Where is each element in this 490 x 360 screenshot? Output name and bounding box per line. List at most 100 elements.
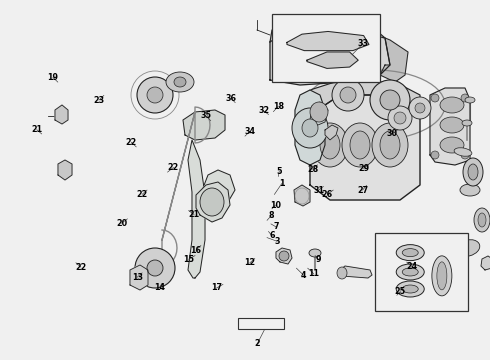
Text: 22: 22 xyxy=(168,163,179,172)
Ellipse shape xyxy=(465,97,475,103)
Polygon shape xyxy=(325,125,338,140)
Ellipse shape xyxy=(461,94,469,102)
Ellipse shape xyxy=(394,112,406,124)
Text: 1: 1 xyxy=(279,179,285,188)
Ellipse shape xyxy=(340,87,356,103)
Ellipse shape xyxy=(474,208,490,232)
Polygon shape xyxy=(340,266,372,278)
Bar xyxy=(375,233,468,311)
Ellipse shape xyxy=(337,267,347,279)
Ellipse shape xyxy=(380,90,400,110)
Polygon shape xyxy=(295,90,325,165)
Text: 13: 13 xyxy=(132,273,143,282)
Polygon shape xyxy=(294,185,310,206)
Text: 22: 22 xyxy=(137,190,147,199)
Text: 21: 21 xyxy=(31,125,42,134)
Text: 36: 36 xyxy=(226,94,237,103)
Polygon shape xyxy=(481,256,490,270)
Polygon shape xyxy=(287,31,369,51)
Ellipse shape xyxy=(302,119,318,137)
Bar xyxy=(238,318,284,329)
Polygon shape xyxy=(130,265,148,290)
Ellipse shape xyxy=(440,97,464,113)
Ellipse shape xyxy=(135,248,175,288)
Text: 28: 28 xyxy=(307,165,318,174)
Text: 22: 22 xyxy=(75,263,86,271)
Polygon shape xyxy=(196,182,230,222)
Ellipse shape xyxy=(279,251,289,261)
Ellipse shape xyxy=(396,264,424,280)
Polygon shape xyxy=(183,110,225,140)
Text: 26: 26 xyxy=(322,190,333,199)
Ellipse shape xyxy=(454,148,472,156)
Text: 29: 29 xyxy=(358,164,369,173)
Text: 27: 27 xyxy=(357,186,368,194)
Text: 15: 15 xyxy=(183,255,194,264)
Ellipse shape xyxy=(137,77,173,113)
Text: 9: 9 xyxy=(316,255,321,264)
Ellipse shape xyxy=(468,164,478,180)
Text: 35: 35 xyxy=(200,112,211,120)
Ellipse shape xyxy=(147,87,163,103)
Text: 23: 23 xyxy=(94,95,104,104)
Text: 32: 32 xyxy=(258,107,269,115)
Ellipse shape xyxy=(309,249,321,257)
Ellipse shape xyxy=(147,260,163,276)
Text: 6: 6 xyxy=(269,231,275,240)
Polygon shape xyxy=(55,105,68,124)
Text: 31: 31 xyxy=(313,186,324,194)
Ellipse shape xyxy=(402,249,418,257)
Ellipse shape xyxy=(432,256,452,296)
Text: 18: 18 xyxy=(273,102,284,111)
Text: 19: 19 xyxy=(48,73,58,82)
Ellipse shape xyxy=(396,281,424,297)
Text: 11: 11 xyxy=(308,269,319,278)
Ellipse shape xyxy=(402,268,418,276)
Polygon shape xyxy=(203,170,235,205)
Text: 12: 12 xyxy=(245,258,255,267)
Ellipse shape xyxy=(402,285,418,293)
Text: 2: 2 xyxy=(254,339,260,348)
Ellipse shape xyxy=(370,80,410,120)
Polygon shape xyxy=(276,248,292,264)
Text: 17: 17 xyxy=(211,284,222,292)
Text: 8: 8 xyxy=(268,211,274,220)
Polygon shape xyxy=(58,160,72,180)
Text: 3: 3 xyxy=(274,237,280,246)
Ellipse shape xyxy=(431,151,439,159)
Ellipse shape xyxy=(292,108,328,148)
Ellipse shape xyxy=(174,77,186,87)
Ellipse shape xyxy=(388,106,412,130)
Text: 34: 34 xyxy=(245,127,255,136)
Bar xyxy=(272,14,380,82)
Ellipse shape xyxy=(310,102,328,122)
Ellipse shape xyxy=(437,262,447,290)
Ellipse shape xyxy=(460,184,480,196)
Text: 21: 21 xyxy=(189,210,199,219)
Text: 16: 16 xyxy=(191,246,201,255)
Ellipse shape xyxy=(431,94,439,102)
Text: 30: 30 xyxy=(387,129,397,138)
Polygon shape xyxy=(270,20,385,42)
Polygon shape xyxy=(307,52,358,68)
Ellipse shape xyxy=(312,123,348,167)
Polygon shape xyxy=(270,28,390,85)
Polygon shape xyxy=(188,140,205,278)
Ellipse shape xyxy=(462,120,472,126)
Text: 7: 7 xyxy=(273,222,279,231)
Text: 22: 22 xyxy=(126,138,137,147)
Text: 4: 4 xyxy=(301,271,307,280)
Polygon shape xyxy=(310,82,420,115)
Text: 14: 14 xyxy=(154,284,165,292)
Ellipse shape xyxy=(456,240,480,256)
Polygon shape xyxy=(380,38,408,82)
Ellipse shape xyxy=(440,137,464,153)
Polygon shape xyxy=(310,95,420,200)
Ellipse shape xyxy=(380,131,400,159)
Ellipse shape xyxy=(200,188,224,216)
Ellipse shape xyxy=(415,103,425,113)
Text: 20: 20 xyxy=(116,219,127,228)
Ellipse shape xyxy=(396,245,424,261)
Ellipse shape xyxy=(463,158,483,186)
Text: 24: 24 xyxy=(406,262,417,271)
